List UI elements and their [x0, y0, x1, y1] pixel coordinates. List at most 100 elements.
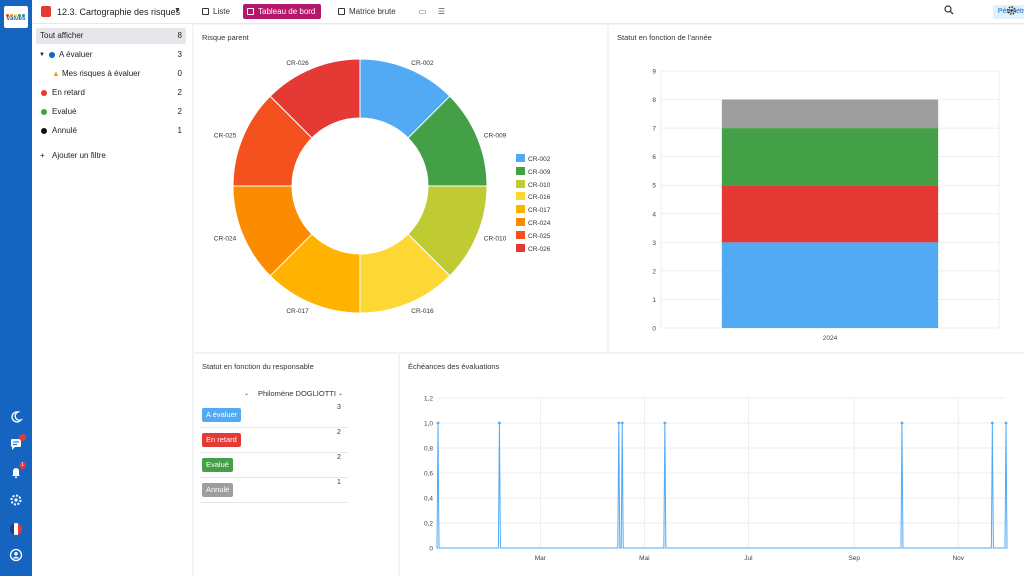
y-tick-label: 0,6 [424, 471, 433, 478]
status-chip[interactable]: A évaluer [202, 408, 242, 422]
filter-label: Evalué [52, 107, 77, 116]
responsible-row: En retard 2 [200, 428, 348, 453]
y-tick-label: 2 [652, 268, 656, 275]
caret-down-icon[interactable]: ▼ [39, 52, 45, 58]
moon-icon[interactable] [9, 410, 24, 424]
gear-icon[interactable] [9, 493, 23, 507]
slice-label: CR-017 [286, 308, 309, 315]
status-chip[interactable]: Evalué [202, 458, 233, 472]
legend-item[interactable]: CR-002 [516, 154, 550, 163]
y-tick-label: 0 [429, 546, 433, 553]
tab-label: Liste [213, 7, 230, 16]
list-icon [202, 8, 209, 15]
tab-matrice-brute[interactable]: Matrice brute [334, 4, 402, 19]
user-warning-icon: ▲ [52, 69, 60, 78]
presentation-icon[interactable]: ▭ [418, 7, 427, 16]
responsible-name: Philomène DOGLIOTTI [258, 389, 336, 398]
y-tick-label: 4 [652, 211, 656, 218]
y-tick-label: 7 [652, 126, 656, 133]
tab-label: Matrice brute [349, 7, 396, 16]
filter-mes-risques[interactable]: ▲ Mes risques à évaluer 0 [36, 66, 186, 82]
filter-label: En retard [52, 88, 85, 97]
series-line [436, 422, 1008, 549]
page-title[interactable]: 12.3. Cartographie des risques [57, 7, 181, 17]
slice-label: CR-025 [214, 133, 237, 140]
filter-a-evaluer[interactable]: ▼ A évaluer 3 [36, 47, 186, 63]
status-count: 3 [337, 404, 341, 411]
y-tick-label: 0 [652, 326, 656, 333]
filter-tout-afficher[interactable]: Tout afficher 8 [36, 28, 186, 44]
grid-icon [338, 8, 345, 15]
tab-liste[interactable]: Liste [198, 4, 236, 19]
logo-text: values [6, 16, 26, 22]
data-point [620, 421, 624, 425]
filter-settings-icon[interactable]: ☰ [437, 7, 446, 16]
status-count: 1 [337, 479, 341, 486]
responsible-row: Annulé 1 [200, 478, 348, 503]
chevron-down-icon[interactable]: ▼ [174, 7, 181, 14]
app-logo[interactable]: values [4, 6, 28, 28]
data-point [498, 421, 501, 425]
filter-label: Mes risques à évaluer [62, 69, 141, 78]
legend-item[interactable]: CR-009 [516, 166, 550, 176]
legend-label: CR-026 [528, 245, 551, 253]
y-tick-label: 8 [652, 97, 656, 104]
legend-item[interactable]: CR-024 [516, 218, 550, 227]
filter-en-retard[interactable]: En retard 2 [36, 85, 186, 101]
add-filter-label: Ajouter un filtre [52, 151, 106, 160]
legend-item[interactable]: CR-017 [516, 205, 550, 214]
notification-badge: 1 [19, 462, 26, 469]
search-icon[interactable] [942, 5, 955, 18]
filter-count: 3 [177, 50, 182, 59]
legend-item[interactable]: CR-016 [516, 192, 550, 201]
bell-icon[interactable]: 1 [9, 462, 26, 479]
chat-icon[interactable] [9, 434, 26, 451]
status-chip[interactable]: Annulé [202, 483, 234, 497]
responsible-table: ⌄ Philomène DOGLIOTTI ⌄ A évaluer 3 En ret… [200, 385, 348, 503]
panel-title: Statut en fonction du responsable [202, 362, 314, 371]
y-tick-label: 1,2 [424, 396, 433, 403]
responsible-header: ⌄ Philomène DOGLIOTTI ⌄ [200, 385, 348, 403]
dashboard-icon [247, 8, 254, 15]
x-tick-label: Mai [639, 555, 649, 562]
legend-item[interactable]: CR-026 [516, 243, 551, 253]
filter-evalue[interactable]: Evalué 2 [36, 104, 186, 120]
status-count: 2 [337, 454, 341, 461]
stacked-bar-chart: 0 1 2 3 4 5 6 7 8 9 2024 [652, 69, 1000, 342]
legend-swatch [516, 154, 525, 162]
legend-label: CR-016 [528, 194, 551, 202]
donut-slice [269, 58, 361, 139]
data-point [617, 421, 621, 425]
slice-label: CR-009 [484, 133, 507, 140]
left-rail: values 1 [0, 0, 32, 576]
legend-swatch [516, 179, 525, 188]
logo-dots [6, 10, 26, 17]
chat-badge [19, 434, 26, 441]
y-tick-label: 3 [652, 240, 656, 247]
legend-label: CR-002 [528, 156, 551, 163]
y-tick-label: 0,2 [424, 521, 433, 528]
x-tick-label: Sep [848, 555, 860, 562]
status-dot [41, 128, 47, 134]
french-flag-icon[interactable] [10, 523, 22, 535]
settings-icon[interactable] [1005, 5, 1018, 18]
legend-swatch [516, 218, 525, 226]
y-tick-label: 1 [652, 297, 656, 304]
legend-swatch [516, 205, 525, 214]
bar-segment [721, 128, 939, 186]
filter-annule[interactable]: Annulé 1 [36, 123, 186, 139]
legend-item[interactable]: CR-010 [516, 179, 550, 189]
status-chip[interactable]: En retard [202, 433, 241, 447]
responsible-row: A évaluer 3 [200, 403, 348, 428]
filter-label: Annulé [52, 126, 77, 135]
tab-tableau-de-bord[interactable]: Tableau de bord [243, 4, 322, 19]
chevron-down-icon[interactable]: ⌄ [338, 391, 344, 397]
bar-segment [721, 99, 939, 129]
filter-label: A évaluer [59, 50, 93, 59]
add-filter-button[interactable]: + Ajouter un filtre [36, 148, 186, 164]
panel-title: Échéances des évaluations [408, 362, 500, 371]
slice-label: CR-010 [484, 235, 507, 242]
user-circle-icon[interactable] [9, 548, 23, 562]
chevron-down-icon[interactable]: ⌄ [244, 391, 250, 397]
legend-item[interactable]: CR-025 [516, 230, 550, 240]
